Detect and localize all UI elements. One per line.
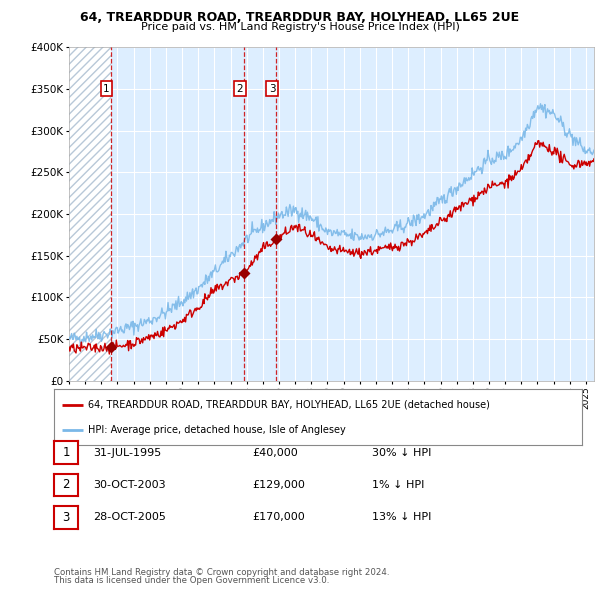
- Text: 13% ↓ HPI: 13% ↓ HPI: [372, 513, 431, 522]
- Text: 3: 3: [269, 84, 275, 94]
- Text: 2: 2: [62, 478, 70, 491]
- Text: Price paid vs. HM Land Registry's House Price Index (HPI): Price paid vs. HM Land Registry's House …: [140, 22, 460, 32]
- Text: £129,000: £129,000: [252, 480, 305, 490]
- Text: 30% ↓ HPI: 30% ↓ HPI: [372, 448, 431, 457]
- Text: 31-JUL-1995: 31-JUL-1995: [93, 448, 161, 457]
- Bar: [69, 47, 110, 381]
- Text: 3: 3: [62, 511, 70, 524]
- Text: HPI: Average price, detached house, Isle of Anglesey: HPI: Average price, detached house, Isle…: [88, 425, 346, 435]
- Text: This data is licensed under the Open Government Licence v3.0.: This data is licensed under the Open Gov…: [54, 576, 329, 585]
- Text: 1: 1: [103, 84, 110, 94]
- Text: 2: 2: [236, 84, 243, 94]
- Bar: [69, 47, 110, 381]
- Text: £40,000: £40,000: [252, 448, 298, 457]
- Text: 1% ↓ HPI: 1% ↓ HPI: [372, 480, 424, 490]
- Text: £170,000: £170,000: [252, 513, 305, 522]
- Text: 30-OCT-2003: 30-OCT-2003: [93, 480, 166, 490]
- Text: 28-OCT-2005: 28-OCT-2005: [93, 513, 166, 522]
- Text: 64, TREARDDUR ROAD, TREARDDUR BAY, HOLYHEAD, LL65 2UE: 64, TREARDDUR ROAD, TREARDDUR BAY, HOLYH…: [80, 11, 520, 24]
- Text: 1: 1: [62, 446, 70, 459]
- Text: Contains HM Land Registry data © Crown copyright and database right 2024.: Contains HM Land Registry data © Crown c…: [54, 568, 389, 577]
- Text: 64, TREARDDUR ROAD, TREARDDUR BAY, HOLYHEAD, LL65 2UE (detached house): 64, TREARDDUR ROAD, TREARDDUR BAY, HOLYH…: [88, 399, 490, 409]
